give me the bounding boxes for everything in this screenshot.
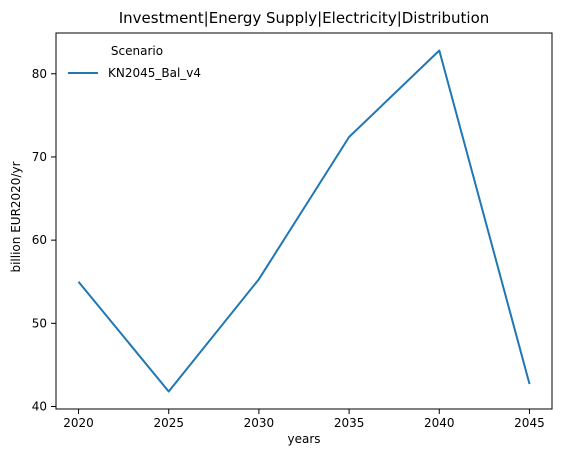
y-tick-label: 60 [32, 233, 47, 247]
y-tick-label: 50 [32, 316, 47, 330]
series-line [77, 49, 531, 393]
chart-title: Investment|Energy Supply|Electricity|Dis… [119, 9, 490, 27]
x-tick-label: 2020 [63, 416, 94, 430]
x-tick-label: 2035 [334, 416, 365, 430]
legend-label: KN2045_Bal_v4 [108, 66, 201, 80]
y-axis-label: billion EUR2020/yr [9, 161, 23, 272]
x-tick-label: 2045 [514, 416, 545, 430]
legend-title: Scenario [111, 44, 163, 58]
x-tick-label: 2030 [244, 416, 275, 430]
legend: Scenario KN2045_Bal_v4 [68, 44, 201, 80]
y-tick-label: 70 [32, 150, 47, 164]
x-axis-label: years [287, 432, 320, 446]
axes-frame [55, 32, 553, 410]
x-tick-label: 2040 [424, 416, 455, 430]
y-tick-label: 80 [32, 67, 47, 81]
plot-area: 2020 2025 2030 2035 2040 2045 40 50 60 70 80 [32, 32, 553, 430]
x-tick-label: 2025 [153, 416, 184, 430]
y-tick-label: 40 [32, 400, 47, 414]
